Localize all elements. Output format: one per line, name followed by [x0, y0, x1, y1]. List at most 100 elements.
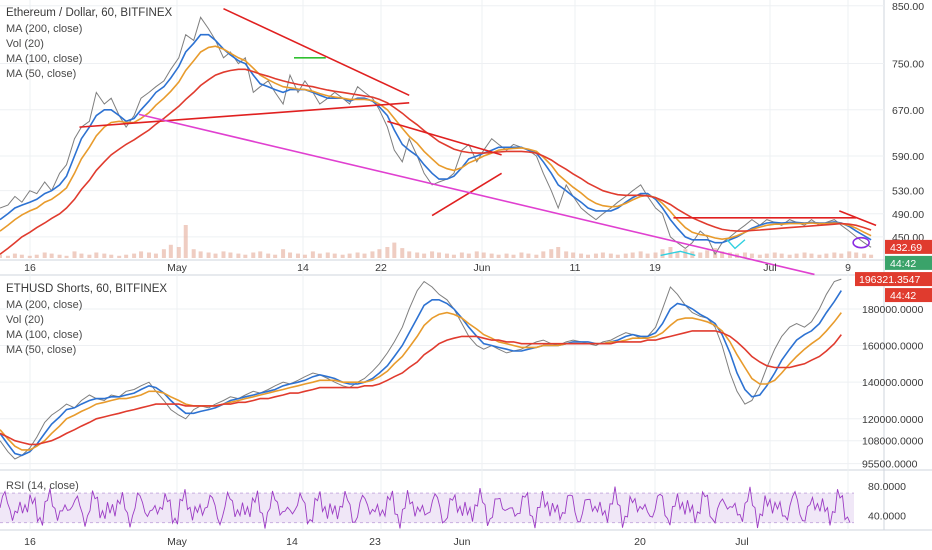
- volume-bar: [146, 252, 151, 258]
- volume-bar: [854, 252, 859, 258]
- x-tick-label: Jul: [735, 536, 748, 548]
- volume-bar: [824, 253, 829, 258]
- time-badge: [885, 255, 932, 270]
- volume-bar: [638, 251, 643, 258]
- series-line-ma-200: [0, 68, 872, 255]
- series-line-ma-50: [0, 290, 842, 457]
- volume-bar: [288, 252, 293, 258]
- x-tick-label: 23: [369, 536, 381, 548]
- shorts-series: [0, 278, 842, 460]
- volume-bar: [12, 253, 17, 258]
- volume-bar: [802, 252, 807, 258]
- trendline: [79, 102, 410, 128]
- series-line-price: [0, 16, 872, 256]
- volume-bar: [600, 252, 605, 258]
- volume-bar: [415, 252, 420, 258]
- volume-bar: [325, 252, 330, 258]
- volume-bar: [198, 251, 203, 258]
- y-tick-label: 160000.0000: [862, 341, 923, 353]
- volume-bar: [787, 254, 792, 258]
- volume-bar: [258, 251, 263, 258]
- volume-bar: [362, 253, 367, 258]
- volume-bar: [444, 253, 449, 258]
- pane-2-indicator-4: MA (50, close): [6, 344, 76, 356]
- pane-1-indicator-3: MA (100, close): [6, 53, 82, 65]
- series-line-ma-200: [0, 330, 842, 446]
- volume-bar: [370, 251, 375, 258]
- x-tick-label: May: [167, 262, 188, 274]
- pane-3-legend: RSI (14, close): [6, 480, 79, 492]
- volume-bar: [117, 255, 122, 258]
- x-tick-label: 9: [845, 262, 851, 274]
- volume-bar: [124, 254, 129, 258]
- series-line-rsi: [0, 486, 851, 529]
- volume-bar: [355, 252, 360, 258]
- volume-bar: [302, 254, 307, 258]
- series-line-ma-100: [0, 311, 842, 451]
- volume-bar: [526, 253, 531, 258]
- volume-bar: [87, 254, 92, 258]
- price-badge: [885, 239, 932, 254]
- volume-bar: [57, 254, 62, 258]
- volume-bar: [489, 253, 494, 258]
- volume-bar: [168, 244, 173, 258]
- y-tick-label: 490.00: [892, 209, 924, 221]
- volume-bar: [645, 253, 650, 258]
- volume-bar: [534, 254, 539, 258]
- shorts-time-badge-text: 44:42: [890, 290, 916, 302]
- volume-bar: [481, 252, 486, 258]
- pane-3-title: RSI (14, close): [6, 480, 79, 492]
- volume-bar: [228, 252, 233, 258]
- volume-bars: [0, 225, 874, 258]
- volume-bar: [742, 252, 747, 258]
- x-tick-label: 22: [375, 262, 387, 274]
- volume-bar: [571, 252, 576, 258]
- pane-1-indicator-4: MA (50, close): [6, 68, 76, 80]
- volume-bar: [757, 254, 762, 258]
- y-tick-label: 530.00: [892, 186, 924, 198]
- cyan-arc-marker: [660, 250, 696, 257]
- x-tick-label: Jun: [454, 536, 471, 548]
- x-tick-label: May: [167, 536, 188, 548]
- price-badge-text: 432.69: [890, 242, 922, 254]
- volume-bar: [347, 253, 352, 258]
- volume-bar: [221, 251, 226, 258]
- x-tick-label: Jun: [474, 262, 491, 274]
- shorts-time-badge: [885, 288, 932, 303]
- volume-bar: [42, 252, 47, 258]
- shorts-price-badge-text: 196321.3547: [859, 274, 920, 286]
- circle-marker: [852, 236, 870, 249]
- y-tick-label: 750.00: [892, 59, 924, 71]
- trendline: [138, 113, 815, 276]
- volume-bar: [176, 247, 181, 258]
- volume-bar: [281, 249, 286, 258]
- series-line-shorts: [0, 278, 842, 460]
- volume-bar: [749, 253, 754, 258]
- volume-bar: [459, 252, 464, 258]
- volume-bar: [549, 249, 554, 258]
- volume-bar: [869, 254, 874, 258]
- volume-bar: [295, 253, 300, 258]
- volume-bar: [764, 253, 769, 258]
- volume-bar: [72, 251, 77, 258]
- volume-bar: [266, 253, 271, 258]
- volume-bar: [102, 253, 107, 258]
- volume-bar: [377, 249, 382, 258]
- y-tick-label: 850.00: [892, 1, 924, 13]
- pane-1-legend: Ethereum / Dollar, 60, BITFINEX MA (200,…: [6, 7, 173, 80]
- volume-bar: [183, 225, 188, 258]
- volume-bar: [400, 248, 405, 258]
- y-tick-label: 180000.0000: [862, 304, 923, 316]
- volume-bar: [466, 253, 471, 258]
- volume-bar: [839, 253, 844, 258]
- volume-bar: [668, 247, 673, 258]
- volume-bar: [139, 251, 144, 258]
- x-tick-label: 14: [286, 536, 298, 548]
- volume-bar: [317, 253, 322, 258]
- volume-bar: [19, 254, 24, 258]
- price-badges: 432.69 44:42 196321.3547 44:42: [855, 239, 932, 303]
- pane-1-indicator-2: Vol (20): [6, 38, 44, 50]
- volume-bar: [340, 254, 345, 258]
- x-tick-label: 19: [649, 262, 661, 274]
